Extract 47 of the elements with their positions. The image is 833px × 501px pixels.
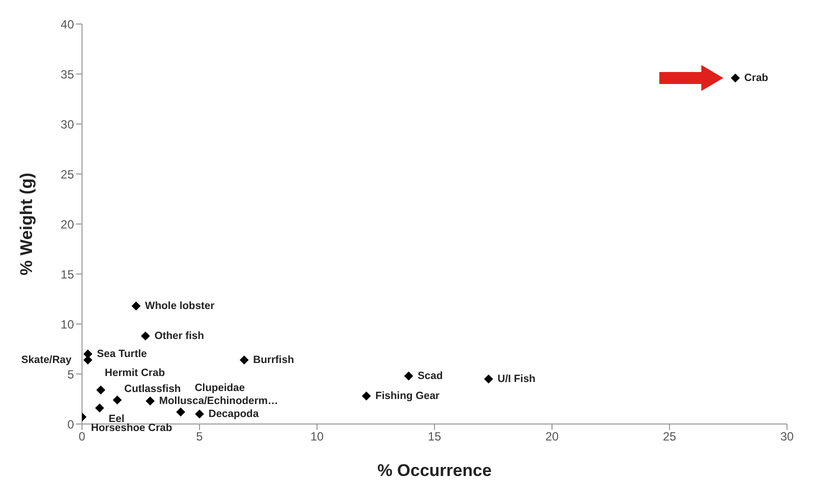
y-tick-label: 35 xyxy=(60,67,74,82)
annotation: U/I Fish xyxy=(498,373,536,385)
x-tick-label: 25 xyxy=(662,430,676,444)
y-tick-label: 20 xyxy=(60,217,74,232)
point xyxy=(404,372,414,380)
point xyxy=(240,356,249,364)
point xyxy=(146,396,155,406)
annotation: Cutlassfish xyxy=(124,383,181,395)
annotation: Decapoda xyxy=(208,408,259,420)
x-axis-title: % Occurrence xyxy=(377,461,492,480)
point xyxy=(176,408,186,416)
annotation: Whole lobster xyxy=(145,300,214,312)
y-tick-label: 10 xyxy=(60,317,74,332)
annotation: Skate/Ray xyxy=(21,354,72,366)
y-axis-title: % Weight (g) xyxy=(17,172,36,276)
y-tick-label: 5 xyxy=(67,367,74,382)
annotation: Hermit Crab xyxy=(104,367,165,379)
y-tick-label: 25 xyxy=(60,167,74,182)
annotation: Eel xyxy=(108,413,124,425)
point xyxy=(112,396,122,404)
y-tick-label: 0 xyxy=(67,417,74,432)
point xyxy=(730,74,740,82)
annotation: Horseshoe Crab xyxy=(91,422,172,434)
y-tick-label: 15 xyxy=(60,267,74,282)
point xyxy=(140,332,150,340)
point xyxy=(195,410,204,418)
y-tick-label: 40 xyxy=(60,17,74,32)
x-tick-label: 0 xyxy=(78,430,86,444)
point xyxy=(484,374,494,384)
point xyxy=(96,386,106,394)
annotation: Fishing Gear xyxy=(375,390,440,402)
annotation: Mollusca/Echinoderm… xyxy=(159,395,278,407)
x-tick-label: 20 xyxy=(545,430,559,444)
x-tick-label: 30 xyxy=(780,430,794,444)
point xyxy=(95,404,104,412)
annotation: Sea Turtle xyxy=(96,348,148,360)
x-tick-label: 15 xyxy=(428,430,442,444)
annotation: Burrfish xyxy=(253,354,294,366)
annotation: Crab xyxy=(744,72,768,84)
annotation: Other fish xyxy=(154,330,204,342)
y-tick-label: 30 xyxy=(60,117,74,132)
x-tick-label: 5 xyxy=(196,430,204,444)
point xyxy=(132,302,141,310)
annotation: Clupeidae xyxy=(194,382,246,394)
annotation: Scad xyxy=(418,370,443,382)
x-tick-label: 10 xyxy=(310,430,324,444)
point xyxy=(362,392,371,400)
